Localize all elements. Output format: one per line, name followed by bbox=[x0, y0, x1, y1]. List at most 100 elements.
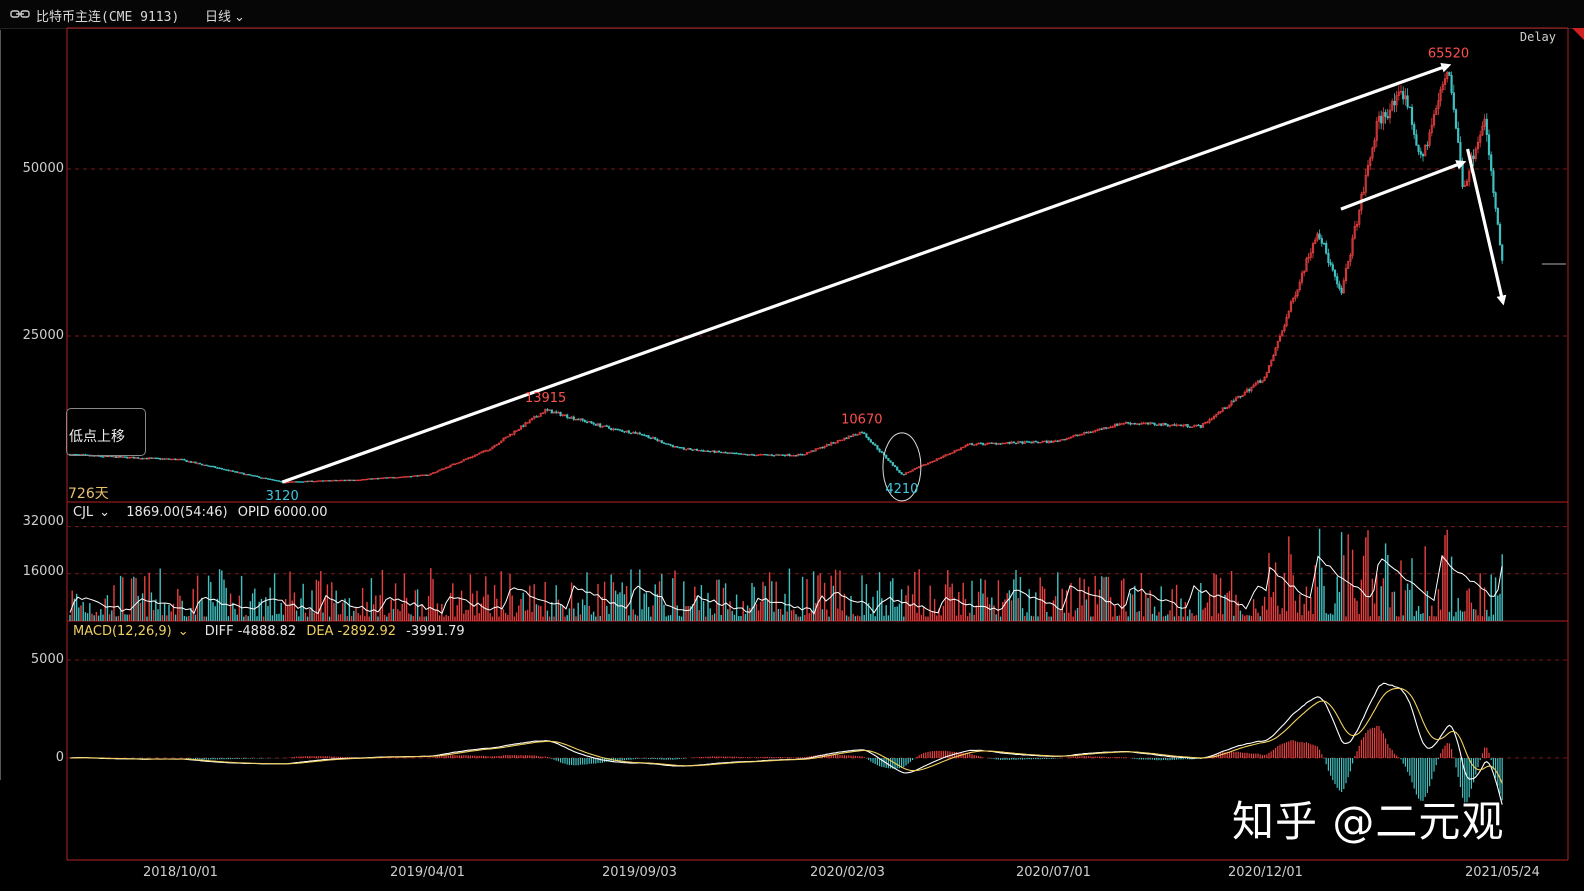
volume-bar bbox=[1365, 537, 1367, 621]
candle-body bbox=[660, 440, 663, 444]
volume-bar bbox=[1384, 543, 1387, 621]
volume-bar bbox=[456, 605, 458, 621]
volume-bar bbox=[540, 606, 542, 621]
volume-bar bbox=[163, 603, 166, 621]
candle-body bbox=[1406, 95, 1409, 108]
volume-bar bbox=[353, 610, 355, 621]
candle-body bbox=[493, 445, 496, 448]
candle-body bbox=[387, 476, 391, 479]
candle-body bbox=[900, 472, 903, 475]
volume-bar bbox=[419, 616, 421, 621]
volume-bar bbox=[788, 568, 791, 621]
candle-body bbox=[973, 444, 976, 446]
candle-body bbox=[1153, 422, 1156, 426]
volume-bar bbox=[841, 610, 843, 621]
candle-body bbox=[1487, 134, 1491, 156]
volume-bar bbox=[680, 616, 683, 621]
candle-body bbox=[280, 480, 283, 483]
cjl-selector[interactable]: CJL ⌄ bbox=[73, 505, 111, 520]
volume-bar bbox=[1292, 575, 1294, 621]
candle-body bbox=[548, 409, 551, 411]
volume-bar bbox=[826, 609, 828, 621]
volume-bar bbox=[102, 614, 104, 621]
volume-bar bbox=[368, 616, 370, 621]
volume-bar bbox=[779, 609, 782, 621]
candle-body bbox=[1087, 431, 1090, 434]
candle-body bbox=[1160, 423, 1163, 426]
volume-bar bbox=[1413, 616, 1415, 621]
volume-bar bbox=[201, 597, 203, 621]
candle-body bbox=[1100, 428, 1103, 430]
volume-bar bbox=[227, 616, 230, 621]
volume-bar bbox=[155, 599, 157, 621]
candle-body bbox=[475, 454, 479, 456]
candle-body bbox=[724, 451, 727, 454]
volume-bar bbox=[683, 581, 685, 621]
candle-body bbox=[869, 439, 872, 443]
volume-bar bbox=[1035, 592, 1037, 621]
volume-bar bbox=[482, 596, 485, 621]
candle-body bbox=[1311, 243, 1315, 254]
candle-body bbox=[711, 450, 714, 452]
volume-bar bbox=[1362, 555, 1365, 621]
volume-bar bbox=[810, 609, 813, 621]
volume-bar bbox=[1241, 614, 1244, 621]
candle-body bbox=[1164, 422, 1167, 425]
volume-bar bbox=[735, 594, 738, 621]
volume-bar bbox=[405, 597, 408, 621]
volume-bar bbox=[938, 608, 940, 621]
candle-body bbox=[863, 432, 866, 434]
candle-body bbox=[1267, 365, 1271, 373]
candle-body bbox=[1472, 155, 1475, 159]
candle-body bbox=[416, 475, 419, 477]
candle-body bbox=[566, 414, 569, 418]
volume-bar bbox=[1109, 597, 1112, 621]
volume-bar bbox=[621, 582, 623, 621]
candle-body bbox=[1146, 422, 1150, 425]
link-icon[interactable] bbox=[10, 8, 30, 20]
volume-bar bbox=[601, 596, 604, 621]
candle-body bbox=[915, 467, 919, 469]
candle-body bbox=[1316, 233, 1319, 241]
volume-bar bbox=[1263, 596, 1266, 621]
volume-bar bbox=[799, 616, 802, 621]
volume-bar bbox=[911, 594, 914, 621]
candle-body bbox=[1008, 441, 1011, 444]
macd-selector[interactable]: MACD(12,26,9) ⌄ bbox=[73, 624, 189, 639]
candle-body bbox=[801, 454, 804, 456]
volume-bar bbox=[348, 598, 351, 621]
period-selector[interactable]: 日线 ⌄ bbox=[205, 6, 245, 25]
candle-body bbox=[550, 409, 553, 414]
chevron-down-icon: ⌄ bbox=[234, 10, 245, 25]
candle-body bbox=[1098, 428, 1101, 431]
volume-bar bbox=[236, 614, 238, 621]
candle-body bbox=[572, 416, 575, 420]
candle-body bbox=[337, 480, 340, 482]
volume-bar bbox=[889, 581, 892, 621]
candle-body bbox=[504, 436, 507, 439]
instrument-name[interactable]: 比特币主连(CME 9113) bbox=[36, 10, 180, 25]
volume-bar bbox=[469, 574, 472, 621]
candle-body bbox=[1432, 114, 1436, 126]
candle-body bbox=[1318, 233, 1321, 239]
candle-body bbox=[1171, 424, 1174, 426]
candle-body bbox=[117, 456, 120, 458]
volume-bar bbox=[1475, 609, 1477, 621]
volume-bar bbox=[335, 590, 337, 621]
volume-bar bbox=[755, 604, 758, 621]
volume-bar bbox=[1160, 586, 1162, 621]
grid-lines bbox=[67, 168, 1568, 759]
volume-bar bbox=[1074, 610, 1077, 621]
volume-bar bbox=[867, 603, 870, 621]
volume-bar bbox=[570, 582, 573, 621]
volume-bar bbox=[1202, 609, 1204, 621]
candle-body bbox=[462, 459, 465, 462]
volume-bar bbox=[832, 585, 835, 621]
volume-bar bbox=[315, 579, 318, 621]
volume-bar bbox=[973, 614, 975, 621]
candle-body bbox=[1215, 413, 1218, 417]
volume-bar bbox=[326, 584, 329, 621]
volume-bar bbox=[1200, 582, 1202, 621]
candle-body bbox=[836, 440, 839, 443]
